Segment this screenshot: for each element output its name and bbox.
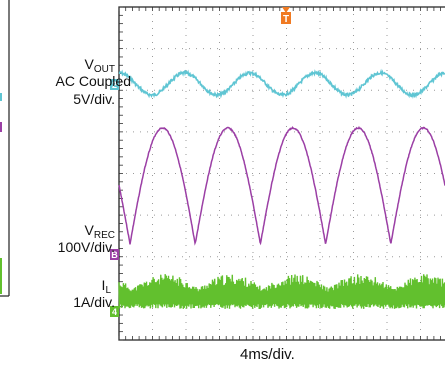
vout-label: VOUT: [85, 56, 115, 75]
vout-channel-marker: [110, 79, 119, 90]
il-name-sub: L: [105, 285, 111, 296]
vrec-name-base: V: [84, 222, 94, 238]
il-scale-label: 1A/div.: [73, 294, 115, 310]
vrec-waveform: [118, 125, 445, 246]
il-label: IL: [102, 277, 111, 296]
il-channel-marker: [110, 306, 119, 317]
vout-name-sub: OUT: [93, 64, 115, 75]
vout-coupling-label: AC Coupled: [55, 73, 132, 89]
il-channel-marker-label: 4: [112, 307, 117, 317]
il-name-base: I: [101, 277, 106, 293]
time-scale-label: 4ms/div.: [240, 346, 295, 363]
trigger-marker: [281, 12, 291, 24]
trigger-marker-label: T: [283, 14, 289, 25]
vrec-channel-marker-label: B: [111, 250, 118, 260]
trigger-arrow: [282, 7, 290, 13]
vrec-name-sub: REC: [93, 230, 115, 241]
vout-channel-marker-label: 2: [112, 80, 117, 90]
vout-scale-label: 5V/div.: [73, 91, 115, 107]
il-waveform: [118, 274, 445, 310]
vrec-label: VREC: [85, 222, 115, 241]
left-panel-purple-fragment: [0, 122, 2, 132]
vout-name-base: V: [84, 56, 94, 72]
left-panel-cyan-fragment: [0, 93, 2, 101]
vrec-scale-label: 100V/div.: [57, 239, 115, 255]
vrec-channel-marker: [110, 249, 119, 260]
vout-waveform: [118, 68, 445, 99]
left-panel-green-fragment: [0, 258, 2, 294]
